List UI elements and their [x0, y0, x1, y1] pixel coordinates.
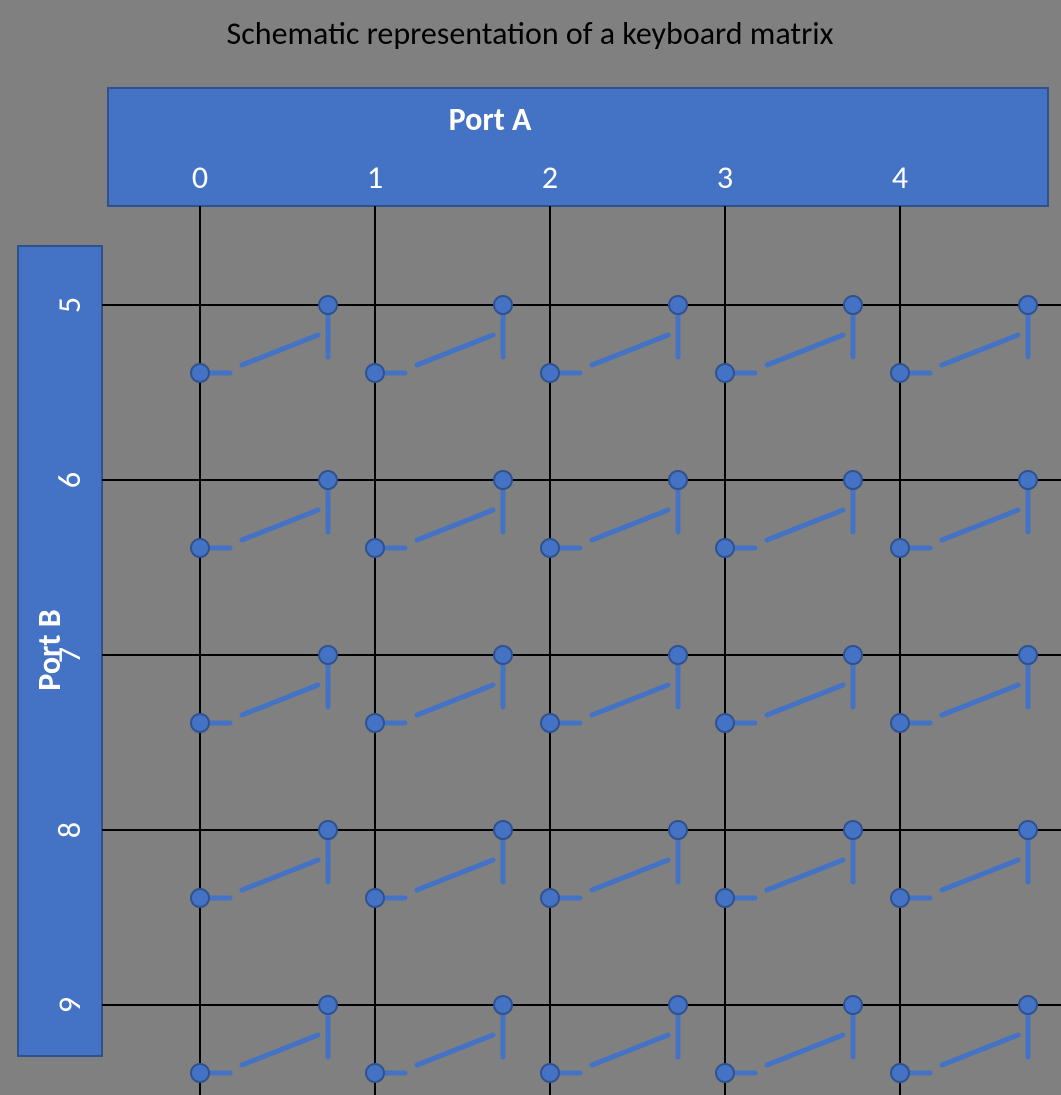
port-b-pin-label: 8 [50, 822, 89, 838]
port-b-pin-label: 5 [50, 297, 89, 313]
port-b-pin-label: 7 [50, 647, 89, 663]
port-a-pin-label: 4 [892, 158, 908, 197]
port-a-pin-label: 3 [717, 158, 733, 197]
diagram-title: Schematic representation of a keyboard m… [227, 14, 834, 53]
port-b-pin-label: 6 [50, 472, 89, 488]
port-a-label: Port A [449, 100, 532, 139]
port-a-pin-label: 0 [192, 158, 208, 197]
diagram-svg: Schematic representation of a keyboard m… [0, 0, 1061, 1095]
port-a-pin-label: 2 [542, 158, 558, 197]
port-a-pin-label: 1 [367, 158, 383, 197]
port-b-pin-label: 9 [50, 997, 89, 1013]
diagram-canvas: Schematic representation of a keyboard m… [0, 0, 1061, 1095]
